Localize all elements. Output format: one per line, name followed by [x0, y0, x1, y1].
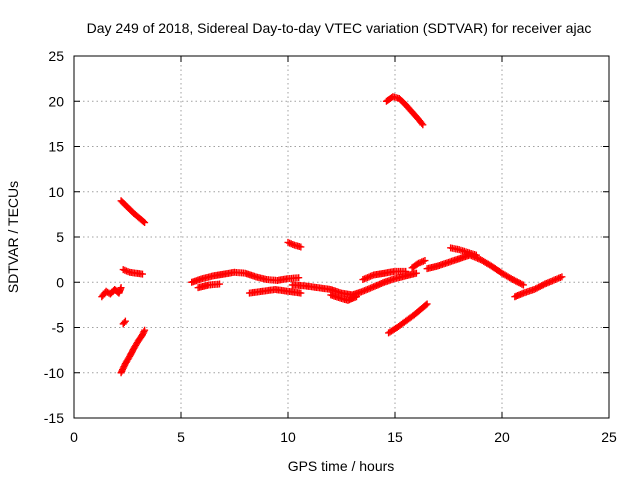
x-tick-label: 5 [177, 429, 185, 445]
data-point [558, 273, 566, 281]
data-point [141, 219, 149, 227]
series-arc-l [359, 267, 410, 284]
series-arc-e [117, 326, 149, 377]
data-point [117, 284, 125, 292]
data-point [538, 282, 546, 290]
y-tick-label: 5 [56, 229, 64, 245]
data-point [419, 121, 427, 129]
data-point [509, 276, 517, 284]
data-points [98, 93, 566, 377]
data-point [121, 317, 129, 325]
y-tick-label: 0 [56, 274, 64, 290]
data-point [422, 301, 430, 309]
data-point [472, 251, 480, 259]
series-arc-q [447, 244, 480, 259]
data-point [352, 293, 360, 301]
data-point [141, 326, 149, 334]
series-arc-b [117, 197, 149, 227]
data-point [513, 278, 521, 286]
series-arc-r [511, 273, 566, 301]
x-tick-label: 15 [387, 429, 403, 445]
data-point [216, 280, 224, 288]
y-tick-label: 20 [48, 93, 64, 109]
x-tick-label: 25 [601, 429, 617, 445]
data-point [539, 281, 547, 289]
y-tick-label: -10 [44, 365, 64, 381]
data-point [120, 319, 128, 327]
series-arc-o [408, 257, 429, 272]
data-point [530, 285, 538, 293]
data-point [533, 284, 541, 292]
series-arc-j [288, 269, 420, 299]
data-point [518, 280, 526, 288]
data-point [295, 274, 303, 282]
series-arc-d [119, 317, 129, 328]
data-point [536, 282, 544, 290]
x-tick-label: 10 [280, 429, 296, 445]
data-point [515, 279, 523, 287]
data-point [140, 218, 148, 226]
data-point [532, 285, 540, 293]
data-point [535, 283, 543, 291]
series-arc-n [385, 300, 431, 337]
x-tick-label: 20 [494, 429, 510, 445]
series-arc-k [327, 291, 360, 304]
series-arc-i [284, 238, 305, 251]
data-point [140, 328, 148, 336]
data-point [421, 257, 429, 265]
y-tick-label: -15 [44, 410, 64, 426]
data-point [138, 270, 146, 278]
data-point [418, 119, 426, 127]
x-axis-label: GPS time / hours [288, 458, 395, 474]
data-point [297, 289, 305, 297]
chart-title: Day 249 of 2018, Sidereal Day-to-day VTE… [87, 20, 592, 36]
y-tick-label: 25 [48, 48, 64, 64]
data-point [512, 277, 520, 285]
x-tick-label: 0 [70, 429, 78, 445]
axis-ticks: 0 5 10 15 20 25 -15 -10 -5 0 5 10 15 20 25 [44, 48, 617, 445]
data-point [516, 279, 524, 287]
data-point [423, 300, 431, 308]
y-tick-label: -5 [52, 320, 65, 336]
y-tick-label: 10 [48, 184, 64, 200]
series-arc-c [119, 266, 146, 278]
data-point [510, 276, 518, 284]
series-arc-m [382, 93, 427, 129]
data-point [519, 281, 527, 289]
data-point [297, 243, 305, 251]
y-tick-label: 15 [48, 139, 64, 155]
data-point [402, 267, 410, 275]
data-point [412, 269, 420, 277]
y-axis-label: SDTVAR / TECUs [5, 181, 21, 293]
series-arc-g [194, 280, 224, 292]
series-arc-f [188, 268, 303, 286]
grid [74, 56, 609, 418]
series-arc-a [98, 284, 125, 301]
series-arc-h [245, 285, 305, 297]
